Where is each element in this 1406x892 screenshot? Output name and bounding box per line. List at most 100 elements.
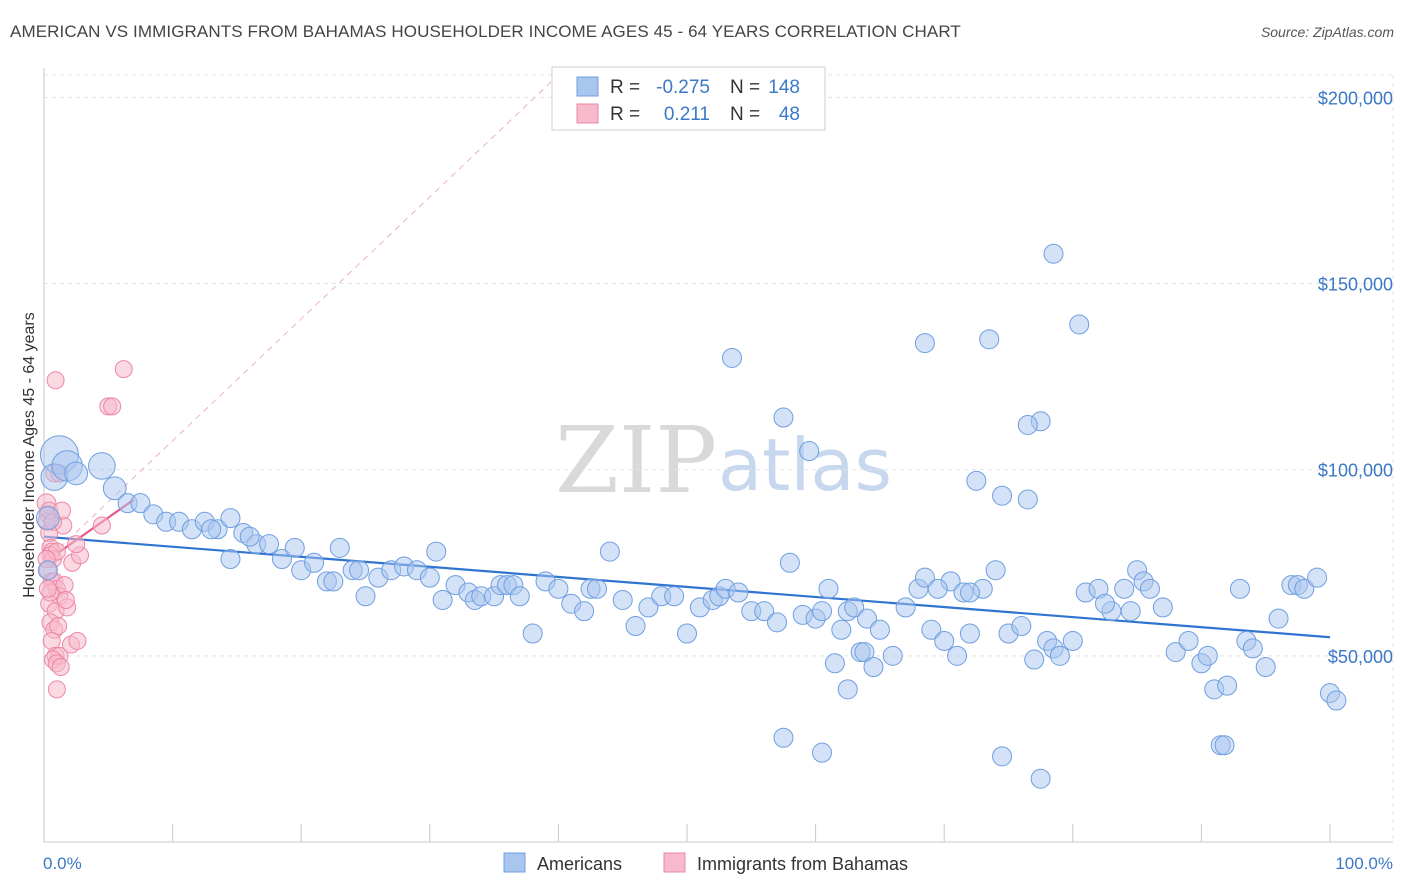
americans-point-57 (612, 589, 633, 610)
americans-point-125 (773, 407, 794, 428)
x-tick-label-max: 100.0% (1335, 854, 1393, 873)
y-tick-label-2: $150,000 (1318, 275, 1393, 295)
americans-point-16 (220, 508, 241, 529)
americans-point-34 (323, 571, 344, 592)
bahamas-point-41 (92, 516, 111, 535)
americans-point-19 (259, 534, 280, 555)
axes (43, 68, 1393, 843)
americans-point-142 (824, 653, 845, 674)
americans-point-6 (102, 476, 127, 501)
americans-point-28 (329, 537, 350, 558)
americans-point-75 (818, 578, 839, 599)
americans-point-145 (854, 642, 875, 663)
americans-point-30 (355, 586, 376, 607)
watermark-atlas: atlas (718, 423, 892, 507)
americans-point-7 (37, 560, 58, 581)
americans-point-120 (1294, 578, 1315, 599)
bahamas-point-32 (46, 371, 65, 390)
americans-point-84 (921, 619, 942, 640)
americans-point-37 (419, 567, 440, 588)
source-label: Source: ZipAtlas.com (1260, 24, 1394, 40)
americans-point-137 (812, 742, 833, 763)
americans-point-136 (773, 727, 794, 748)
americans-point-69 (754, 601, 775, 622)
legend-r-label-bahamas: R = (610, 104, 640, 125)
y-tick-label-1: $100,000 (1318, 461, 1393, 481)
americans-point-113 (1229, 578, 1250, 599)
americans-point-146 (863, 657, 884, 678)
bahamas-point-44 (56, 590, 75, 609)
americans-point-133 (966, 470, 987, 491)
bottom-legend-swatch-bahamas (663, 852, 686, 873)
americans-point-92 (1024, 649, 1045, 670)
americans-point-95 (1049, 645, 1070, 666)
americans-point-131 (1043, 243, 1064, 264)
americans-point-48 (509, 586, 530, 607)
americans-point-39 (432, 589, 453, 610)
americans-point-55 (586, 578, 607, 599)
americans-point-126 (799, 441, 820, 462)
x-tick-label-min: 0.0% (43, 854, 82, 873)
americans-point-62 (677, 623, 697, 644)
americans-point-132 (1069, 314, 1090, 335)
americans-point-100 (1114, 578, 1135, 599)
legend-swatch-bahamas (576, 103, 599, 124)
americans-point-85 (934, 630, 955, 651)
americans-point-102 (1120, 601, 1141, 622)
y-tick-label-3: $200,000 (1318, 88, 1393, 108)
legend-r-value-americans: -0.275 (656, 77, 710, 98)
americans-point-143 (837, 679, 858, 700)
americans-point-22 (239, 526, 260, 547)
americans-point-86 (947, 645, 968, 666)
bottom-legend-label-americans: Americans (537, 854, 622, 874)
americans-point-124 (722, 347, 743, 368)
americans-point-3 (88, 452, 116, 480)
americans-point-149 (927, 578, 948, 599)
americans-point-151 (959, 582, 980, 603)
americans-point-147 (914, 567, 935, 588)
bahamas-point-35 (114, 360, 133, 379)
chart-title: AMERICAN VS IMMIGRANTS FROM BAHAMAS HOUS… (10, 22, 961, 41)
legend-n-label-americans: N = (730, 77, 760, 98)
bahamas-point-34 (103, 397, 122, 416)
y-tick-label-0: $50,000 (1328, 647, 1393, 667)
americans-point-117 (1268, 608, 1289, 629)
americans-point-53 (574, 601, 595, 622)
y-axis-label: Householder Income Ages 45 - 64 years (21, 312, 38, 598)
bottom-legend-label-bahamas: Immigrants from Bahamas (697, 854, 908, 874)
americans-point-138 (992, 746, 1013, 767)
legend-swatch-americans (576, 76, 599, 97)
americans-point-21 (220, 549, 241, 570)
americans-point-80 (869, 619, 890, 640)
americans-point-49 (522, 623, 543, 644)
bahamas-point-23 (51, 658, 70, 677)
americans-point-112 (1217, 675, 1238, 696)
legend-n-label-bahamas: N = (730, 104, 760, 125)
americans-point-115 (1242, 638, 1263, 659)
bottom-legend-swatch-americans (503, 852, 526, 873)
bahamas-point-47 (68, 631, 87, 650)
legend-r-label-americans: R = (610, 77, 640, 98)
americans-point-76 (831, 619, 852, 640)
americans-point-89 (985, 560, 1006, 581)
americans-point-71 (779, 552, 800, 573)
bahamas-point-17 (49, 617, 68, 636)
americans-point-106 (1152, 597, 1173, 618)
americans-point-134 (992, 485, 1013, 506)
americans-point-110 (1197, 645, 1218, 666)
americans-point-4 (35, 506, 60, 530)
americans-point-26 (304, 552, 325, 573)
americans-point-70 (767, 612, 788, 633)
legend-n-value-bahamas: 48 (779, 104, 800, 125)
americans-point-61 (664, 586, 685, 607)
americans-point-74 (812, 601, 833, 622)
americans-point-107 (1165, 642, 1186, 663)
americans-point-87 (959, 623, 980, 644)
americans-point-51 (548, 578, 569, 599)
top-legend: R = -0.275 N = 148 R = 0.211 N = 48 (551, 66, 826, 131)
americans-point-141 (1214, 735, 1235, 756)
americans-point-130 (1017, 414, 1038, 435)
americans-point-127 (914, 333, 935, 354)
americans-point-81 (882, 645, 903, 666)
